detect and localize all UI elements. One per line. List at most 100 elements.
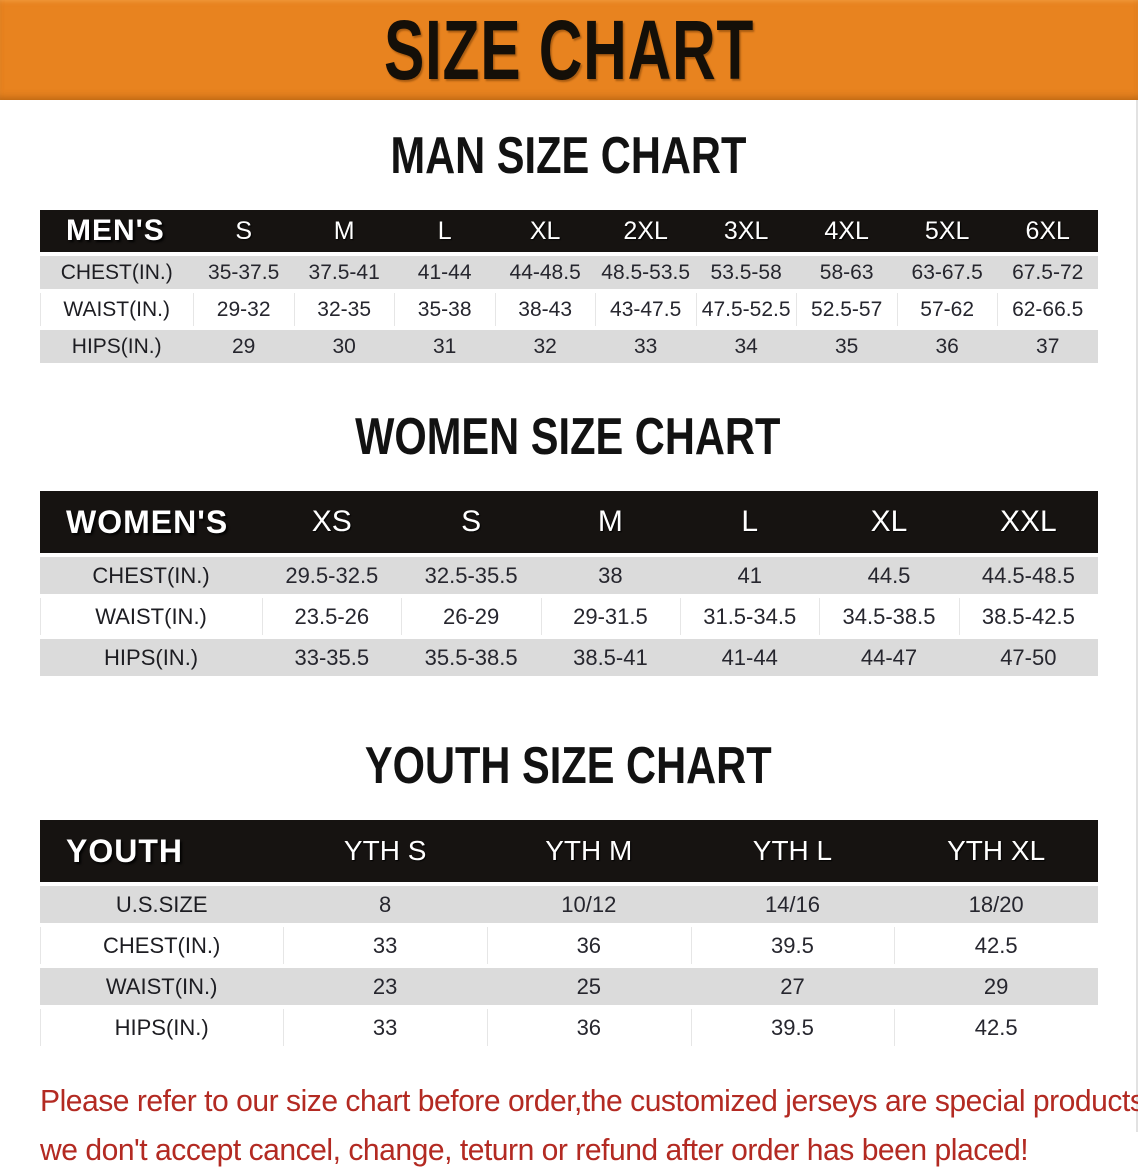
size-cell: 44-47	[819, 639, 959, 676]
size-cell: 35.5-38.5	[401, 639, 541, 676]
size-cell: 43-47.5	[595, 293, 696, 326]
size-chart-banner: SIZE CHART	[0, 0, 1138, 100]
men-size-table: MEN'S S M L XL 2XL 3XL 4XL 5XL 6XL CHEST(IN.) 35-37…	[40, 206, 1098, 367]
size-cell: 33	[283, 1009, 487, 1046]
row-label: HIPS(IN.)	[40, 330, 194, 363]
size-cell: 47.5-52.5	[695, 293, 797, 326]
table-row: WAIST(IN.) 23 25 27 29	[40, 968, 1098, 1005]
women-size-table: WOMEN'S XS S M L XL XXL CHEST(IN.) 29.5-32.5 32.5…	[40, 487, 1098, 680]
size-cell: 44-48.5	[494, 256, 596, 289]
youth-table-header-row: YOUTH YTH S YTH M YTH L YTH XL	[40, 820, 1098, 882]
size-cell: 23.5-26	[262, 598, 402, 635]
size-cell: 32-35	[293, 293, 395, 326]
size-cell: 33-35.5	[262, 639, 402, 676]
size-cell: 38.5-41	[540, 639, 681, 676]
size-cell: 38	[540, 557, 681, 594]
size-column-header: XS	[262, 491, 402, 553]
size-cell: 26-29	[401, 598, 541, 635]
row-label: HIPS(IN.)	[40, 1009, 284, 1046]
size-cell: 29-32	[193, 293, 294, 326]
table-row: CHEST(IN.) 33 36 39.5 42.5	[40, 927, 1098, 964]
women-table-header-row: WOMEN'S XS S M L XL XXL	[40, 491, 1098, 553]
row-label: CHEST(IN.)	[40, 256, 194, 289]
size-cell: 35-38	[394, 293, 495, 326]
table-row: HIPS(IN.) 29 30 31 32 33 34 35 36 37	[40, 330, 1098, 363]
size-cell: 34.5-38.5	[819, 598, 959, 635]
men-section-title: MAN SIZE CHART	[390, 127, 746, 185]
row-label: WAIST(IN.)	[40, 968, 284, 1005]
size-column-header: S	[401, 491, 541, 553]
size-column-header: XL	[819, 491, 959, 553]
size-cell: 29	[193, 330, 294, 363]
size-column-header: M	[293, 210, 395, 252]
size-column-header: YTH M	[486, 820, 691, 882]
size-cell: 37	[997, 330, 1098, 363]
size-cell: 41-44	[680, 639, 820, 676]
size-cell: 29.5-32.5	[262, 557, 402, 594]
women-header-label: WOMEN'S	[40, 491, 263, 553]
size-cell: 35-37.5	[193, 256, 294, 289]
size-cell: 37.5-41	[293, 256, 395, 289]
size-cell: 32.5-35.5	[401, 557, 541, 594]
size-cell: 62-66.5	[997, 293, 1098, 326]
size-cell: 31	[394, 330, 495, 363]
size-cell: 38-43	[494, 293, 596, 326]
table-row: U.S.SIZE 8 10/12 14/16 18/20	[40, 886, 1098, 923]
row-label: U.S.SIZE	[40, 886, 284, 923]
youth-header-label: YOUTH	[40, 820, 284, 882]
disclaimer-line-1: Please refer to our size chart before or…	[40, 1083, 1138, 1118]
size-column-header: 5XL	[896, 210, 998, 252]
size-cell: 14/16	[690, 886, 895, 923]
size-column-header: XXL	[958, 491, 1098, 553]
size-column-header: YTH XL	[894, 820, 1098, 882]
size-cell: 53.5-58	[695, 256, 797, 289]
size-cell: 34	[695, 330, 797, 363]
table-row: CHEST(IN.) 29.5-32.5 32.5-35.5 38 41 44.5 44.5…	[40, 557, 1098, 594]
table-row: HIPS(IN.) 33 36 39.5 42.5	[40, 1009, 1098, 1046]
size-column-header: 6XL	[997, 210, 1098, 252]
size-cell: 63-67.5	[896, 256, 998, 289]
size-cell: 32	[494, 330, 596, 363]
women-section-title: WOMEN SIZE CHART	[355, 408, 781, 466]
size-cell: 33	[283, 927, 487, 964]
size-cell: 67.5-72	[997, 256, 1098, 289]
size-cell: 44.5	[819, 557, 959, 594]
youth-section-title: YOUTH SIZE CHART	[364, 737, 772, 795]
size-cell: 18/20	[894, 886, 1098, 923]
size-cell: 36	[486, 1009, 691, 1046]
size-cell: 42.5	[894, 1009, 1098, 1046]
size-cell: 36	[896, 330, 998, 363]
row-label: HIPS(IN.)	[40, 639, 263, 676]
size-cell: 27	[690, 968, 895, 1005]
size-cell: 38.5-42.5	[958, 598, 1098, 635]
size-column-header: YTH S	[283, 820, 487, 882]
size-cell: 25	[486, 968, 691, 1005]
size-cell: 39.5	[690, 927, 895, 964]
size-cell: 47-50	[958, 639, 1098, 676]
row-label: WAIST(IN.)	[40, 598, 263, 635]
size-column-header: 2XL	[595, 210, 696, 252]
row-label: CHEST(IN.)	[40, 927, 284, 964]
order-disclaimer: Please refer to our size chart before or…	[40, 1076, 1138, 1174]
size-cell: 10/12	[486, 886, 691, 923]
row-label: WAIST(IN.)	[40, 293, 194, 326]
size-cell: 57-62	[896, 293, 998, 326]
size-cell: 41	[680, 557, 820, 594]
size-cell: 44.5-48.5	[958, 557, 1098, 594]
size-cell: 41-44	[394, 256, 495, 289]
size-cell: 48.5-53.5	[595, 256, 696, 289]
size-cell: 39.5	[690, 1009, 895, 1046]
size-cell: 23	[283, 968, 487, 1005]
size-column-header: 3XL	[695, 210, 797, 252]
table-row: WAIST(IN.) 29-32 32-35 35-38 38-43 43-47.5 47.…	[40, 293, 1098, 326]
row-label: CHEST(IN.)	[40, 557, 263, 594]
size-cell: 30	[293, 330, 395, 363]
size-cell: 42.5	[894, 927, 1098, 964]
men-header-label: MEN'S	[40, 210, 194, 252]
disclaimer-line-2: we don't accept cancel, change, teturn o…	[40, 1132, 1029, 1167]
size-column-header: M	[540, 491, 681, 553]
size-column-header: S	[193, 210, 294, 252]
size-column-header: YTH L	[690, 820, 895, 882]
size-cell: 29	[894, 968, 1098, 1005]
size-cell: 52.5-57	[796, 293, 897, 326]
